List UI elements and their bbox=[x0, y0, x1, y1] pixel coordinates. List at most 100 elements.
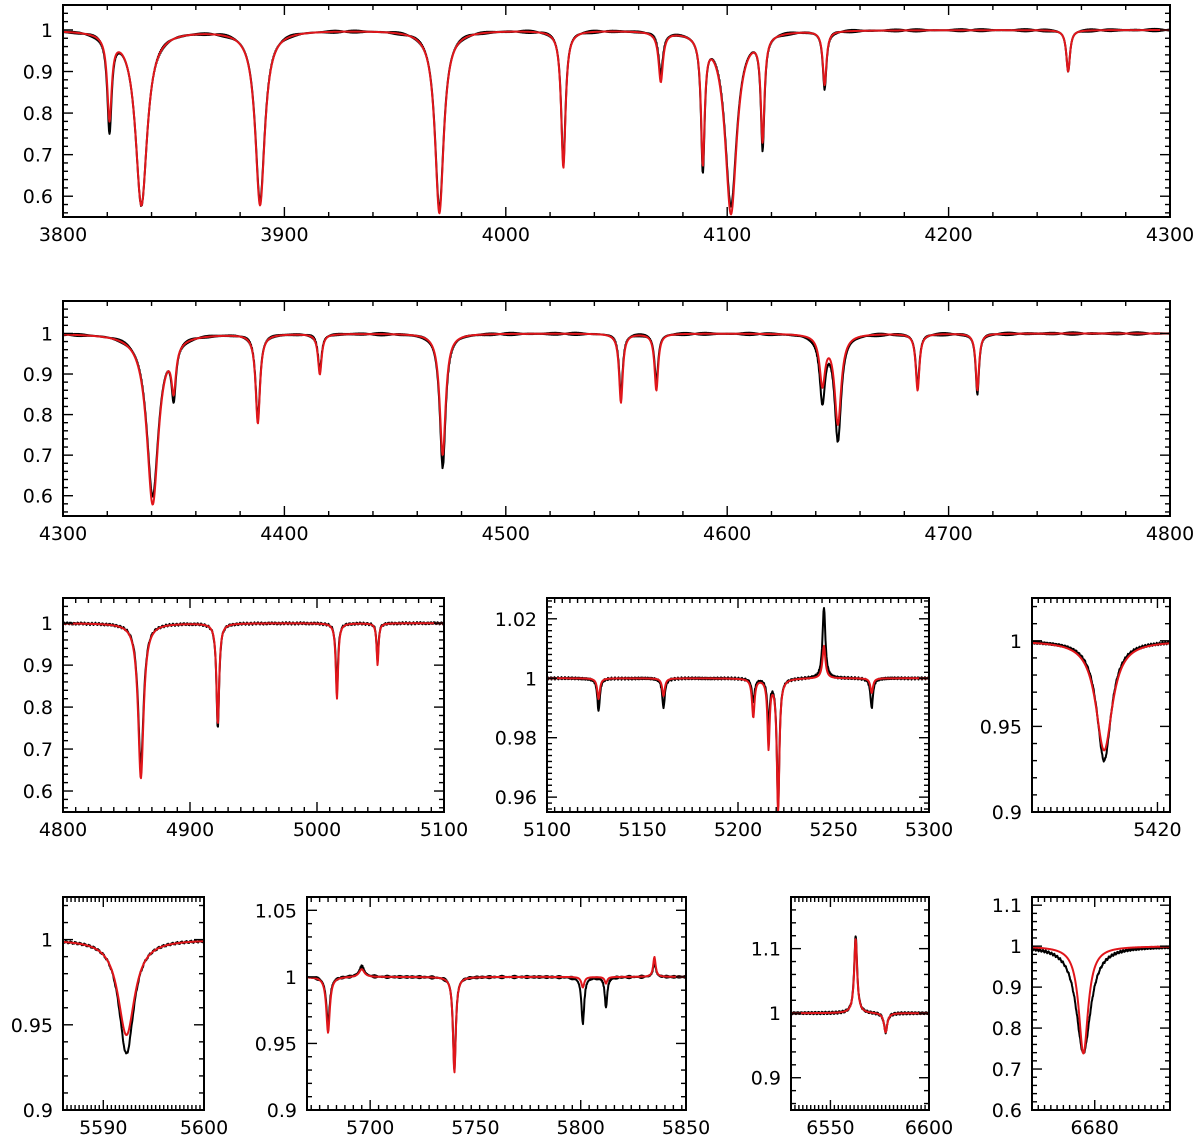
y-tick-label: 0.6 bbox=[992, 1100, 1022, 1122]
panel-4: 5100 5150 5200 5250 5300 0.96 0.98 1 1.02 bbox=[495, 597, 953, 841]
y-tick-label: 0.95 bbox=[255, 1033, 297, 1055]
x-tick-label: 5250 bbox=[809, 819, 857, 841]
panel-7: 5700 5750 5800 5850 0.9 0.95 1 1.05 bbox=[255, 896, 710, 1139]
y-tick-label: 0.8 bbox=[23, 697, 53, 719]
panel-6: 5590 5600 0.9 0.95 1 bbox=[11, 896, 228, 1139]
panel-1: 3800 3900 4000 4100 4200 4300 0.6 0.7 0.8 0.9 1 bbox=[23, 4, 1194, 246]
y-tick-label: 0.7 bbox=[992, 1059, 1022, 1081]
y-tick-label: 0.9 bbox=[23, 1100, 53, 1122]
x-tick-label: 4500 bbox=[482, 523, 530, 545]
x-tick-label: 5100 bbox=[523, 819, 571, 841]
model-spectrum-line-4 bbox=[547, 644, 929, 812]
y-tick-label: 0.95 bbox=[980, 716, 1022, 738]
panel-3: 4800 4900 5000 5100 0.6 0.7 0.8 0.9 1 bbox=[23, 597, 468, 841]
plot-frame-8 bbox=[790, 896, 930, 1111]
x-tick-label: 5000 bbox=[293, 819, 341, 841]
panel-9: 6680 0.6 0.7 0.8 0.9 1 1.1 bbox=[992, 895, 1171, 1139]
x-tick-label: 4700 bbox=[924, 523, 972, 545]
model-spectrum-line-1 bbox=[63, 29, 1170, 216]
y-tick-label: 0.9 bbox=[23, 655, 53, 677]
panel-8: 6550 6600 0.9 1 1.1 bbox=[751, 896, 953, 1139]
plot-frame-6 bbox=[62, 896, 205, 1111]
x-tick-label: 5100 bbox=[420, 819, 468, 841]
x-tick-label: 4400 bbox=[260, 523, 308, 545]
y-tick-label: 1 bbox=[1010, 631, 1022, 653]
x-tick-label: 4300 bbox=[1146, 224, 1194, 246]
plot-frame-1 bbox=[62, 4, 1171, 218]
y-tick-label: 1 bbox=[285, 967, 297, 989]
x-tick-label: 4200 bbox=[924, 224, 972, 246]
plot-frame-9 bbox=[1031, 896, 1171, 1111]
y-tick-label: 0.8 bbox=[23, 103, 53, 125]
plot-frame-2 bbox=[62, 300, 1171, 517]
y-tick-label: 1 bbox=[41, 930, 53, 952]
y-tick-label: 0.7 bbox=[23, 445, 53, 467]
plot-frame-7 bbox=[306, 896, 687, 1111]
y-tick-label: 0.9 bbox=[23, 364, 53, 386]
x-tick-label: 3900 bbox=[260, 224, 308, 246]
y-tick-label: 1 bbox=[41, 20, 53, 42]
x-tick-label: 4800 bbox=[39, 819, 87, 841]
observed-spectrum-line-2 bbox=[63, 331, 1170, 498]
x-tick-label: 6600 bbox=[905, 1117, 953, 1139]
x-tick-label: 4100 bbox=[703, 224, 751, 246]
y-tick-label: 0.9 bbox=[751, 1068, 781, 1090]
model-spectrum-line-9 bbox=[1032, 945, 1170, 1055]
observed-spectrum-line-3 bbox=[63, 621, 444, 767]
y-tick-label: 1.05 bbox=[255, 900, 297, 922]
plot-frame-5 bbox=[1031, 597, 1171, 813]
x-tick-label: 5800 bbox=[557, 1117, 605, 1139]
panel-2: 4300 4400 4500 4600 4700 4800 0.6 0.7 0.8 0.9 1 bbox=[23, 300, 1194, 545]
model-spectrum-line-5 bbox=[1032, 641, 1170, 752]
x-tick-label: 5700 bbox=[346, 1117, 394, 1139]
y-tick-label: 0.8 bbox=[23, 405, 53, 427]
y-tick-label: 0.6 bbox=[23, 186, 53, 208]
y-tick-label: 0.6 bbox=[23, 486, 53, 508]
x-tick-label: 5420 bbox=[1133, 819, 1181, 841]
y-tick-label: 0.95 bbox=[11, 1015, 53, 1037]
x-tick-label: 5200 bbox=[714, 819, 762, 841]
y-tick-label: 0.9 bbox=[267, 1100, 297, 1122]
x-tick-label: 5850 bbox=[662, 1117, 710, 1139]
model-spectrum-line-8 bbox=[791, 938, 929, 1034]
x-tick-label: 4800 bbox=[1146, 523, 1194, 545]
panel-5: 5420 0.9 0.95 1 bbox=[980, 597, 1182, 841]
x-tick-label: 5150 bbox=[618, 819, 666, 841]
x-tick-label: 6550 bbox=[806, 1117, 854, 1139]
x-tick-label: 5600 bbox=[180, 1117, 228, 1139]
observed-spectrum-line-8 bbox=[791, 935, 929, 1035]
y-tick-label: 0.6 bbox=[23, 781, 53, 803]
observed-spectrum-line-1 bbox=[63, 27, 1170, 211]
y-tick-label: 1 bbox=[41, 323, 53, 345]
y-tick-label: 1 bbox=[525, 668, 537, 690]
model-spectrum-line-6 bbox=[63, 940, 204, 1037]
x-tick-label: 3800 bbox=[39, 224, 87, 246]
y-tick-label: 0.9 bbox=[992, 977, 1022, 999]
x-tick-label: 4000 bbox=[482, 224, 530, 246]
y-tick-label: 0.7 bbox=[23, 145, 53, 167]
model-spectrum-line-7 bbox=[307, 955, 686, 1074]
y-tick-label: 1 bbox=[41, 613, 53, 635]
y-tick-label: 1.02 bbox=[495, 609, 537, 631]
model-spectrum-line-3 bbox=[63, 622, 444, 780]
x-tick-label: 4300 bbox=[39, 523, 87, 545]
y-tick-label: 0.96 bbox=[495, 787, 537, 809]
y-tick-label: 0.8 bbox=[992, 1018, 1022, 1040]
y-tick-label: 0.9 bbox=[992, 802, 1022, 824]
y-tick-label: 1.1 bbox=[751, 939, 781, 961]
x-tick-label: 4900 bbox=[166, 819, 214, 841]
y-tick-label: 1 bbox=[1010, 936, 1022, 958]
y-tick-label: 0.9 bbox=[23, 62, 53, 84]
x-tick-label: 6680 bbox=[1071, 1117, 1119, 1139]
x-tick-label: 5300 bbox=[905, 819, 953, 841]
y-tick-label: 1.1 bbox=[992, 895, 1022, 917]
x-tick-label: 5750 bbox=[451, 1117, 499, 1139]
y-tick-label: 0.7 bbox=[23, 739, 53, 761]
observed-spectrum-line-6 bbox=[63, 939, 204, 1055]
x-tick-label: 5590 bbox=[79, 1117, 127, 1139]
y-tick-label: 0.98 bbox=[495, 728, 537, 750]
y-tick-label: 1 bbox=[769, 1003, 781, 1025]
observed-spectrum-line-4 bbox=[547, 606, 929, 807]
x-tick-label: 4600 bbox=[703, 523, 751, 545]
